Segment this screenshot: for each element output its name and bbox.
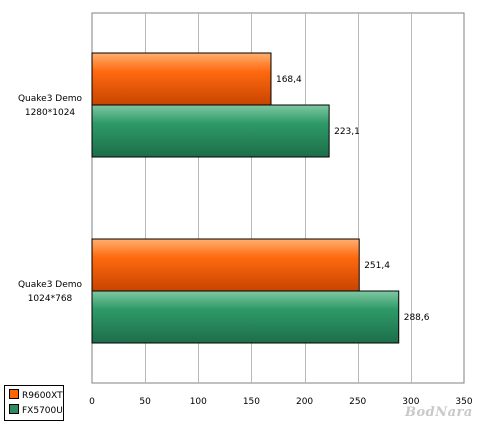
x-tick-label-150: 150 — [243, 397, 260, 407]
data-label-r9600xt-0: 168,4 — [276, 75, 302, 85]
bar-fx5700u-0 — [91, 104, 330, 158]
legend-label-r9600xt: R9600XT — [22, 391, 63, 401]
legend-item-r9600xt: R9600XT — [9, 389, 63, 403]
x-tick-label-50: 50 — [139, 397, 151, 407]
data-label-r9600xt-1: 251,4 — [364, 261, 390, 271]
legend-swatch-fx5700u — [9, 404, 19, 414]
category-label-line-1-0: Quake3 Demo — [18, 280, 83, 290]
x-tick-label-0: 0 — [89, 397, 95, 407]
x-tick-label-300: 300 — [402, 397, 419, 407]
bar-r9600xt-1 — [91, 238, 360, 292]
x-tick-label-350: 350 — [455, 397, 472, 407]
data-label-fx5700u-0: 223,1 — [334, 127, 360, 137]
watermark-logo: BodNara — [405, 405, 473, 420]
legend-item-fx5700u: FX5700U — [9, 404, 63, 418]
data-label-fx5700u-1: 288,6 — [404, 313, 430, 323]
category-label-line-1-1: 1024*768 — [28, 294, 73, 304]
legend: R9600XT FX5700U — [4, 385, 64, 421]
category-label-0: Quake3 Demo 1280*1024 — [18, 94, 83, 118]
legend-label-fx5700u: FX5700U — [22, 406, 63, 416]
x-tick-label-250: 250 — [349, 397, 366, 407]
bar-fx5700u-1 — [91, 290, 400, 344]
legend-swatch-r9600xt — [9, 389, 19, 399]
category-label-1: Quake3 Demo 1024*768 — [18, 280, 83, 304]
bar-r9600xt-0 — [91, 52, 272, 106]
x-tick-label-200: 200 — [296, 397, 313, 407]
x-tick-label-100: 100 — [190, 397, 207, 407]
category-label-line-0-0: Quake3 Demo — [18, 94, 83, 104]
category-label-line-0-1: 1280*1024 — [25, 108, 76, 118]
